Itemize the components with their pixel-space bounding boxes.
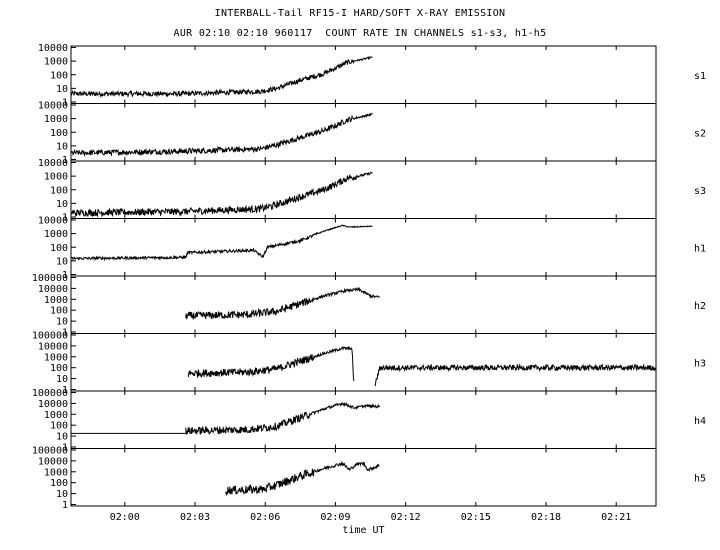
series-s2 xyxy=(70,112,373,158)
x-tick-label: 02:15 xyxy=(461,512,491,523)
y-tick-label-h3: 1 xyxy=(62,385,68,396)
chart-title: INTERBALL-Tail RF15-I HARD/SOFT X-RAY EM… xyxy=(214,8,506,19)
y-tick-label-h5: 1000 xyxy=(44,467,68,478)
channel-label-s3: s3 xyxy=(694,186,706,197)
x-tick-label: 02:18 xyxy=(531,512,561,523)
y-tick-label-h1: 100 xyxy=(50,243,68,254)
y-tick-label-s1: 100 xyxy=(50,70,68,81)
x-axis-label: time UT xyxy=(342,525,384,536)
series-s1 xyxy=(70,55,373,99)
y-tick-label-s3: 10000 xyxy=(38,158,68,169)
y-tick-label-s2: 1000 xyxy=(44,114,68,125)
y-tick-label-h5: 1 xyxy=(62,500,68,511)
y-tick-label-h5: 10 xyxy=(56,489,68,500)
y-tick-label-h2: 10000 xyxy=(38,284,68,295)
y-tick-label-h1: 1 xyxy=(62,270,68,281)
y-tick-label-h4: 1000 xyxy=(44,410,68,421)
panel-frame-h2 xyxy=(70,275,657,334)
channel-label-s2: s2 xyxy=(694,128,706,139)
y-tick-label-s1: 1000 xyxy=(44,57,68,68)
series-h3 xyxy=(187,345,355,382)
channel-label-h3: h3 xyxy=(694,358,706,369)
chart-subtitle: AUR 02:10 02:10 960117 COUNT RATE IN CHA… xyxy=(173,28,547,39)
x-tick-label: 02:00 xyxy=(110,512,140,523)
y-tick-label-h5: 100 xyxy=(50,478,68,489)
series-h2 xyxy=(185,286,381,320)
y-tick-label-s2: 100 xyxy=(50,128,68,139)
channel-label-s1: s1 xyxy=(694,71,706,82)
y-tick-label-h3: 10000 xyxy=(38,341,68,352)
y-tick-label-h1: 1000 xyxy=(44,229,68,240)
y-tick-label-h4: 1 xyxy=(62,443,68,454)
channel-label-h5: h5 xyxy=(694,473,706,484)
series-s3 xyxy=(70,171,373,218)
series-h3-segment-1 xyxy=(374,363,656,387)
y-tick-label-h4: 10 xyxy=(56,432,68,443)
x-tick-label: 02:12 xyxy=(391,512,421,523)
channel-label-h1: h1 xyxy=(694,243,706,254)
y-tick-label-s3: 100 xyxy=(50,185,68,196)
y-tick-label-s3: 1000 xyxy=(44,172,68,183)
y-tick-label-h5: 100000 xyxy=(32,446,68,457)
x-tick-label: 02:21 xyxy=(601,512,631,523)
y-tick-label-s1: 10000 xyxy=(38,43,68,54)
panel-frame-h4 xyxy=(70,390,657,449)
y-tick-label-h3: 100000 xyxy=(32,331,68,342)
y-tick-label-s2: 10000 xyxy=(38,101,68,112)
x-tick-label: 02:06 xyxy=(250,512,280,523)
y-tick-label-h2: 100 xyxy=(50,306,68,317)
y-tick-label-h5: 10000 xyxy=(38,456,68,467)
y-tick-label-h1: 10000 xyxy=(38,216,68,227)
x-tick-label: 02:09 xyxy=(320,512,350,523)
y-tick-label-s1: 10 xyxy=(56,84,68,95)
y-tick-label-s1: 1 xyxy=(62,98,68,109)
panel-frame-h5 xyxy=(70,448,657,507)
y-tick-label-h4: 100000 xyxy=(32,388,68,399)
y-tick-label-s3: 1 xyxy=(62,213,68,224)
y-tick-label-h3: 100 xyxy=(50,363,68,374)
panel-frame-h3 xyxy=(70,333,657,392)
y-tick-label-h2: 1 xyxy=(62,328,68,339)
series-h5 xyxy=(224,460,380,497)
y-tick-label-h4: 10000 xyxy=(38,399,68,410)
channel-label-h4: h4 xyxy=(694,416,706,427)
x-tick-label: 02:03 xyxy=(180,512,210,523)
y-tick-label-h4: 100 xyxy=(50,421,68,432)
y-tick-label-h1: 10 xyxy=(56,256,68,267)
series-h4 xyxy=(185,401,381,435)
y-tick-label-s2: 10 xyxy=(56,141,68,152)
series-h1 xyxy=(70,224,373,262)
y-tick-label-h2: 10 xyxy=(56,317,68,328)
y-tick-label-s3: 10 xyxy=(56,199,68,210)
y-tick-label-h3: 10 xyxy=(56,374,68,385)
y-tick-label-h2: 100000 xyxy=(32,273,68,284)
y-tick-label-h2: 1000 xyxy=(44,295,68,306)
y-tick-label-h3: 1000 xyxy=(44,352,68,363)
y-tick-label-s2: 1 xyxy=(62,155,68,166)
channel-label-h2: h2 xyxy=(694,301,706,312)
